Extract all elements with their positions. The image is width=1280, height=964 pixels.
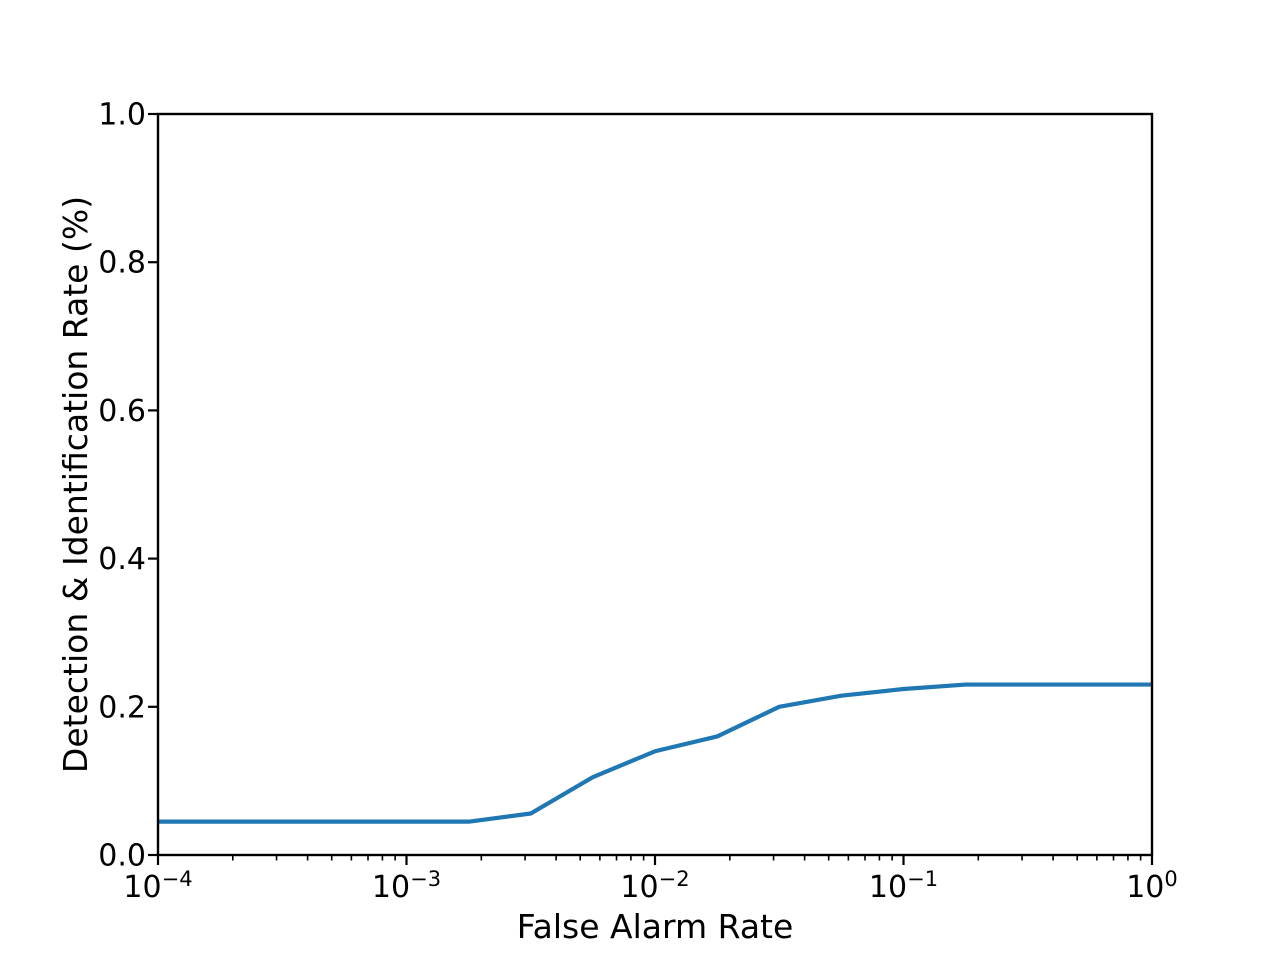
plot-area-border	[156, 112, 1154, 857]
y-tick-label: 0.2	[98, 690, 146, 725]
axis-major-ticks	[148, 112, 1154, 865]
y-tick-label: 0.0	[98, 839, 146, 874]
y-axis-label: Detection & Identification Rate (%)	[56, 196, 95, 773]
x-tick-label: 10−2	[620, 867, 689, 905]
y-tick-label: 1.0	[98, 98, 146, 133]
det-curve-line	[158, 682, 1152, 824]
x-axis-label: False Alarm Rate	[517, 907, 794, 946]
y-tick-label: 0.6	[98, 394, 146, 429]
y-tick-label: 0.8	[98, 246, 146, 281]
y-tick-label: 0.4	[98, 542, 146, 577]
